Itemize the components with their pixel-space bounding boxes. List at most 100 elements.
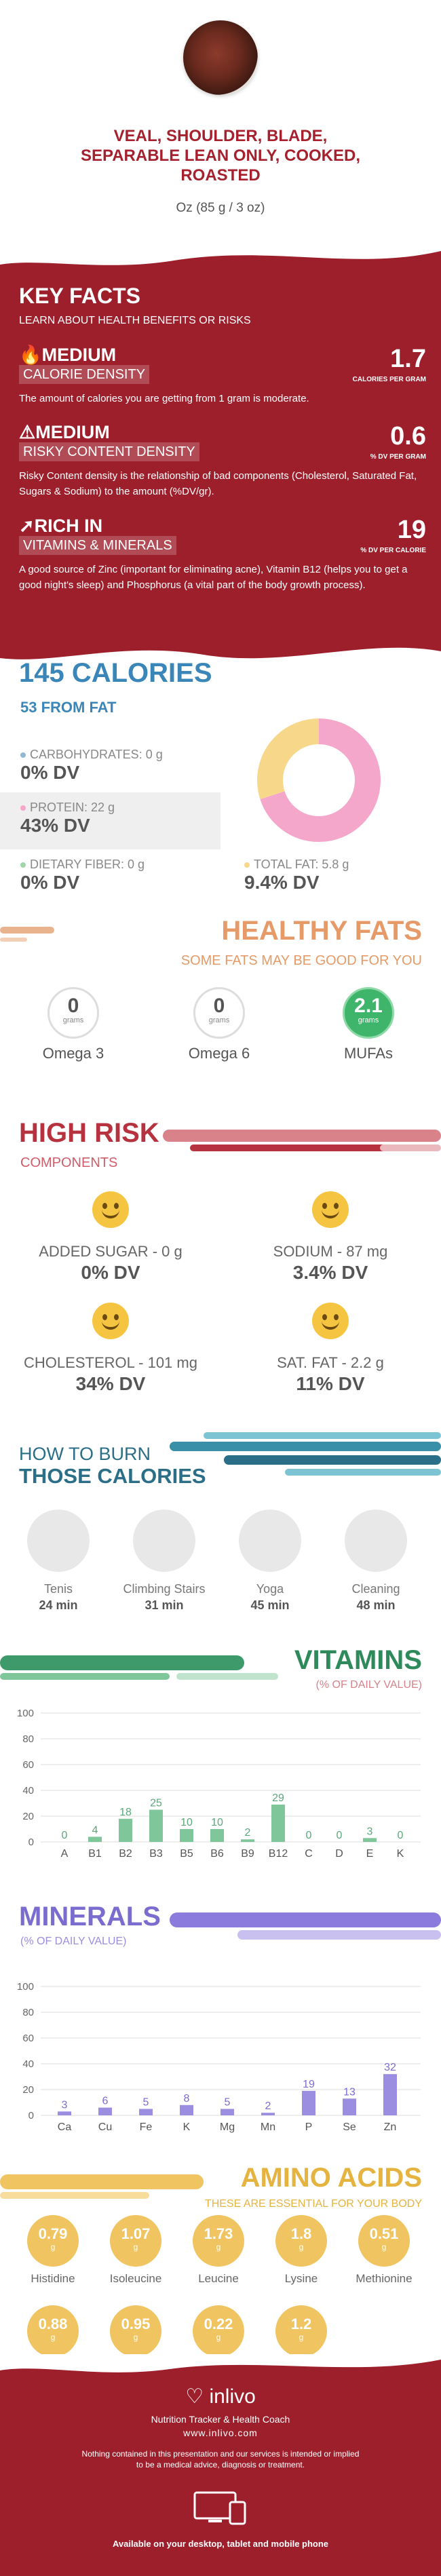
amino-value-circle: 0.22 g bbox=[193, 2305, 244, 2357]
bar-value-label: 0 bbox=[337, 1830, 343, 1841]
burn-title-1: HOW TO BURN bbox=[19, 1444, 151, 1464]
burn-banner bbox=[170, 1432, 441, 1476]
disclaimer-1: Nothing contained in this presentation a… bbox=[81, 2449, 360, 2459]
nutrient-carbs: CARBOHYDRATES: 0 g 0% DV bbox=[20, 748, 163, 783]
bar-value-label: 25 bbox=[150, 1798, 162, 1809]
y-tick-label: 40 bbox=[22, 1785, 34, 1796]
x-tick-label: A bbox=[61, 1848, 69, 1860]
bar bbox=[261, 2113, 275, 2115]
vitamins-chart: 0 20 40 60 80 100 0 A 4 B1 18 B2 25 B3 10 B5 10 B6 2 B9 29 B1… bbox=[17, 1708, 421, 1860]
burn-min: 31 min bbox=[145, 1598, 184, 1612]
y-tick-label: 0 bbox=[28, 1837, 34, 1848]
high-risk-banner bbox=[163, 1130, 441, 1151]
bar-value-label: 13 bbox=[343, 2086, 356, 2098]
y-tick-label: 80 bbox=[22, 1733, 34, 1745]
fact-risky-density: ⚠MEDIUM RISKY CONTENT DENSITY 0.6 % DV P… bbox=[19, 422, 426, 497]
amino-banner bbox=[0, 2174, 204, 2199]
donut-fat-slice bbox=[257, 718, 381, 842]
warning-icon: ⚠ bbox=[19, 422, 36, 442]
y-tick-label: 60 bbox=[22, 1759, 34, 1771]
amino-unit: g bbox=[50, 2242, 56, 2252]
y-tick-label: 40 bbox=[22, 2058, 34, 2070]
omega3-label: Omega 3 bbox=[42, 1045, 104, 1062]
amino-value-circle: 1.07 g bbox=[110, 2215, 161, 2267]
x-tick-label: C bbox=[305, 1848, 313, 1860]
x-tick-label: P bbox=[305, 2121, 313, 2133]
burn-label: Yoga bbox=[256, 1582, 284, 1596]
stairs-icon bbox=[133, 1510, 195, 1572]
amino-value: 0.22 bbox=[204, 2315, 233, 2332]
nutrient-fiber: DIETARY FIBER: 0 g 0% DV bbox=[20, 858, 145, 893]
bar bbox=[210, 1829, 224, 1842]
calorie-donut-chart bbox=[257, 718, 381, 842]
amino-value: 0.88 bbox=[38, 2315, 68, 2332]
fire-icon: 🔥 bbox=[19, 345, 42, 365]
x-tick-label: B3 bbox=[149, 1848, 163, 1860]
bar-value-label: 3 bbox=[367, 1826, 373, 1837]
x-tick-label: B2 bbox=[119, 1848, 132, 1860]
bar bbox=[220, 2109, 234, 2115]
fact-calorie-density: 🔥MEDIUM CALORIE DENSITY 1.7 CALORIES PER… bbox=[19, 345, 426, 404]
minerals-subtitle: (% OF DAILY VALUE) bbox=[20, 1936, 127, 1947]
high-risk-title: HIGH RISK bbox=[19, 1118, 159, 1148]
footer-wave bbox=[0, 2354, 441, 2372]
burn-min: 48 min bbox=[356, 1598, 396, 1612]
bar-value-label: 10 bbox=[180, 1817, 193, 1828]
amino-value: 1.07 bbox=[121, 2225, 151, 2242]
smiley-icon bbox=[312, 1303, 349, 1339]
bar-value-label: 2 bbox=[245, 1827, 251, 1839]
bar bbox=[149, 1809, 163, 1842]
footer-tagline: Nutrition Tracker & Health Coach bbox=[151, 2414, 290, 2425]
x-tick-label: Zn bbox=[384, 2121, 397, 2133]
food-image bbox=[183, 20, 258, 95]
cholesterol-dv: 34% DV bbox=[75, 1373, 146, 1394]
wave-bottom bbox=[0, 647, 441, 672]
amino-value: 0.79 bbox=[38, 2225, 68, 2242]
added-sugar-label: ADDED SUGAR - 0 g bbox=[39, 1243, 183, 1260]
omega6-stat: 0 grams bbox=[193, 987, 245, 1039]
amino-unit: g bbox=[133, 2332, 138, 2342]
bar-value-label: 0 bbox=[62, 1830, 68, 1841]
bar bbox=[271, 1804, 285, 1842]
cholesterol-label: CHOLESTEROL - 101 mg bbox=[24, 1354, 197, 1371]
disclaimer-2: to be a medical advice, diagnosis or tre… bbox=[136, 2460, 305, 2469]
devices-icon bbox=[193, 2491, 246, 2525]
bar-value-label: 5 bbox=[143, 2097, 149, 2109]
amino-label: Isoleucine bbox=[109, 2272, 162, 2285]
x-tick-label: B5 bbox=[180, 1848, 193, 1860]
bar-value-label: 4 bbox=[92, 1824, 98, 1836]
bar-value-label: 6 bbox=[102, 2096, 109, 2107]
brand-name: inlivo bbox=[209, 2385, 256, 2408]
amino-value: 1.73 bbox=[204, 2225, 233, 2242]
key-facts-title: KEY FACTS bbox=[19, 284, 140, 308]
x-tick-label: B9 bbox=[241, 1848, 254, 1860]
inlivo-logo: ♡ inlivo bbox=[0, 2385, 441, 2408]
y-tick-label: 100 bbox=[17, 1981, 34, 1993]
amino-value-circle: 1.73 g bbox=[193, 2215, 244, 2267]
x-tick-label: Mg bbox=[220, 2121, 235, 2133]
burn-label: Climbing Stairs bbox=[123, 1582, 206, 1596]
bar bbox=[98, 2107, 112, 2115]
minerals-banner bbox=[170, 1912, 441, 1940]
portion-size: Oz (85 g / 3 oz) bbox=[176, 201, 265, 215]
amino-label: Leucine bbox=[198, 2272, 239, 2285]
food-title: VEAL, SHOULDER, BLADE, SEPARABLE LEAN ON… bbox=[80, 127, 361, 185]
amino-unit: g bbox=[299, 2332, 304, 2342]
x-tick-label: Mn bbox=[261, 2121, 275, 2133]
y-tick-label: 20 bbox=[22, 2084, 34, 2096]
high-risk-subtitle: COMPONENTS bbox=[20, 1155, 118, 1170]
footer-url[interactable]: www.inlivo.com bbox=[183, 2427, 258, 2438]
amino-value-circle: 1.8 g bbox=[275, 2215, 327, 2267]
devices-text: Available on your desktop, tablet and mo… bbox=[112, 2539, 329, 2549]
healthy-fats-banner bbox=[0, 927, 54, 942]
cleaning-icon bbox=[345, 1510, 407, 1572]
sat-fat-dv: 11% DV bbox=[296, 1373, 365, 1394]
y-tick-label: 20 bbox=[22, 1811, 34, 1822]
bar bbox=[119, 1818, 132, 1842]
amino-title: AMINO ACIDS bbox=[240, 2163, 422, 2193]
amino-value: 1.2 bbox=[290, 2315, 312, 2332]
bar bbox=[180, 1829, 193, 1842]
amino-value: 1.8 bbox=[290, 2225, 312, 2242]
bar-value-label: 2 bbox=[265, 2100, 271, 2112]
x-tick-label: E bbox=[366, 1848, 374, 1860]
